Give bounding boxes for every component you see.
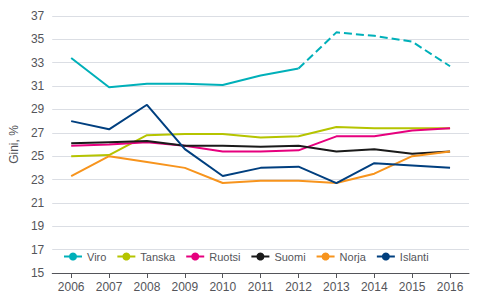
svg-text:2013: 2013 xyxy=(323,280,350,294)
svg-text:35: 35 xyxy=(31,32,45,46)
svg-text:25: 25 xyxy=(31,149,45,163)
svg-text:17: 17 xyxy=(31,243,45,257)
svg-text:2011: 2011 xyxy=(248,280,274,294)
svg-text:Viro: Viro xyxy=(87,251,106,263)
svg-text:37: 37 xyxy=(31,9,45,23)
svg-text:23: 23 xyxy=(31,173,45,187)
svg-text:2015: 2015 xyxy=(399,280,426,294)
svg-text:Suomi: Suomi xyxy=(274,251,305,263)
svg-text:2012: 2012 xyxy=(285,280,312,294)
svg-text:Gini, %: Gini, % xyxy=(7,125,21,164)
svg-text:29: 29 xyxy=(31,102,45,116)
svg-text:2006: 2006 xyxy=(58,280,85,294)
svg-text:33: 33 xyxy=(31,56,45,70)
svg-text:2010: 2010 xyxy=(209,280,236,294)
svg-text:31: 31 xyxy=(31,79,45,93)
svg-text:Tanska: Tanska xyxy=(140,251,176,263)
svg-text:19: 19 xyxy=(31,219,45,233)
svg-text:2008: 2008 xyxy=(134,280,161,294)
svg-text:Norja: Norja xyxy=(340,251,367,263)
svg-text:2014: 2014 xyxy=(361,280,388,294)
svg-text:2016: 2016 xyxy=(437,280,464,294)
svg-text:2009: 2009 xyxy=(171,280,198,294)
svg-text:2007: 2007 xyxy=(96,280,123,294)
svg-text:15: 15 xyxy=(31,266,45,280)
svg-text:Islanti: Islanti xyxy=(400,251,429,263)
svg-text:27: 27 xyxy=(31,126,45,140)
svg-text:Ruotsi: Ruotsi xyxy=(209,251,240,263)
svg-text:21: 21 xyxy=(31,196,45,210)
